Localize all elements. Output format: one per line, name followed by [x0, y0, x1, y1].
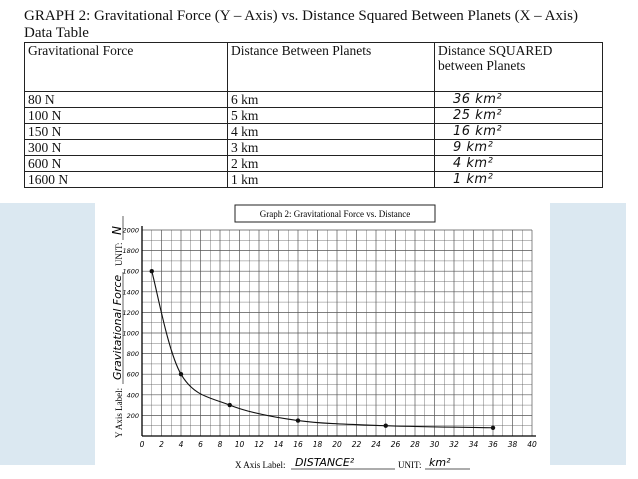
- x-tick-label: 24: [371, 440, 381, 449]
- data-point: [149, 269, 154, 274]
- table-cell: 100 N: [24, 107, 228, 124]
- x-tick-label: 22: [352, 440, 362, 449]
- table-cell: 2 km: [227, 155, 435, 172]
- table-cell: 6 km: [227, 91, 435, 108]
- x-tick-label: 34: [469, 440, 479, 449]
- graph-panel: Graph 2: Gravitational Force vs. Distanc…: [95, 200, 550, 476]
- x-tick-label: 18: [313, 440, 323, 449]
- table-cell: 3 km: [227, 139, 435, 156]
- x-tick-label: 36: [488, 440, 498, 449]
- table-row: 300 N 3 km 9 km²: [24, 139, 603, 156]
- x-tick-label: 26: [391, 440, 401, 449]
- x-tick-label: 32: [449, 440, 459, 449]
- data-point: [295, 418, 301, 423]
- data-point: [227, 402, 232, 408]
- table-cell: 1 km²: [434, 171, 603, 188]
- table-cell: 1 km: [227, 171, 435, 188]
- series-line: [151, 271, 494, 429]
- y-tick-label: 1600: [122, 268, 139, 276]
- x-tick-label: 38: [508, 440, 518, 449]
- table-cell: 9 km²: [434, 139, 603, 156]
- y-tick-label: 1400: [122, 288, 139, 296]
- data-table: Gravitational Force Distance Between Pla…: [24, 42, 603, 188]
- y-unit: N: [110, 226, 124, 235]
- left-side-band: [0, 203, 95, 465]
- x-tick-label: 28: [410, 440, 420, 449]
- page-header: GRAPH 2: Gravitational Force (Y – Axis) …: [24, 8, 624, 41]
- y-tick-label: 400: [127, 391, 139, 399]
- table-row: 150 N 4 km 16 km²: [24, 123, 603, 140]
- table-cell: 600 N: [24, 155, 228, 172]
- table-row: 80 N 6 km 36 km²: [24, 91, 603, 108]
- table-cell: 16 km²: [434, 123, 603, 140]
- y-tick-label: 200: [127, 412, 139, 420]
- x-tick-label: 4: [179, 440, 184, 449]
- graph-title-box: [234, 204, 436, 223]
- x-tick-label: 30: [430, 440, 440, 449]
- y-unit-prefix: UNIT:: [114, 242, 124, 266]
- y-tick-label: 800: [127, 350, 139, 358]
- table-cell: 5 km: [227, 107, 435, 124]
- x-tick-label: 14: [274, 440, 284, 449]
- table-cell: 4 km: [227, 123, 435, 140]
- right-side-band: [550, 203, 626, 465]
- graph-title: Graph 2: Gravitational Force vs. Distanc…: [260, 209, 410, 219]
- x-axis-label: DISTANCE²: [295, 456, 355, 469]
- x-unit-prefix: UNIT:: [398, 460, 422, 470]
- data-point: [383, 423, 388, 428]
- x-tick-label: 10: [235, 440, 245, 449]
- y-axis-label: Gravitational Force: [111, 275, 124, 380]
- page-title: GRAPH 2: Gravitational Force (Y – Axis) …: [24, 8, 578, 24]
- x-tick-label: 16: [293, 440, 303, 449]
- x-unit: km²: [429, 456, 451, 469]
- x-axis-label-prefix: X Axis Label:: [235, 460, 286, 470]
- table-row: 100 N 5 km 25 km²: [24, 107, 603, 124]
- column-header: Distance Between Planets: [227, 42, 435, 92]
- x-tick-label: 6: [198, 440, 203, 449]
- x-tick-label: 8: [218, 440, 223, 449]
- y-tick-label: 1200: [122, 309, 139, 317]
- table-caption: Data Table: [24, 25, 89, 41]
- y-tick-label: 2000: [122, 227, 139, 235]
- x-tick-label: 0: [140, 440, 145, 449]
- table-row: 1600 N 1 km 1 km²: [24, 171, 603, 188]
- table-cell: 4 km²: [434, 155, 603, 172]
- column-header: Distance SQUARED between Planets: [434, 42, 603, 92]
- y-axis-label-group: Y Axis Label: Gravitational Force UNIT: N: [110, 216, 124, 438]
- x-tick-label: 2: [159, 440, 164, 449]
- column-header: Gravitational Force: [24, 42, 228, 92]
- data-point: [490, 425, 496, 430]
- x-tick-label: 12: [254, 440, 264, 449]
- table-cell: 25 km²: [434, 107, 603, 124]
- table-cell: 1600 N: [24, 171, 228, 188]
- x-tick-label: 40: [527, 440, 537, 449]
- y-tick-label: 600: [127, 371, 139, 379]
- table-cell: 36 km²: [434, 91, 603, 108]
- data-point: [178, 372, 184, 377]
- y-tick-label: 1800: [122, 247, 139, 255]
- table-cell: 150 N: [24, 123, 228, 140]
- y-tick-label: 1000: [122, 330, 139, 338]
- chart: Graph 2: Gravitational Force vs. Distanc…: [110, 204, 537, 470]
- table-cell: 300 N: [24, 139, 228, 156]
- table-cell: 80 N: [24, 91, 228, 108]
- table-header-row: Gravitational Force Distance Between Pla…: [24, 42, 603, 92]
- x-tick-label: 20: [332, 440, 342, 449]
- table-row: 600 N 2 km 4 km²: [24, 155, 603, 172]
- y-axis-label-prefix: Y Axis Label:: [114, 388, 124, 438]
